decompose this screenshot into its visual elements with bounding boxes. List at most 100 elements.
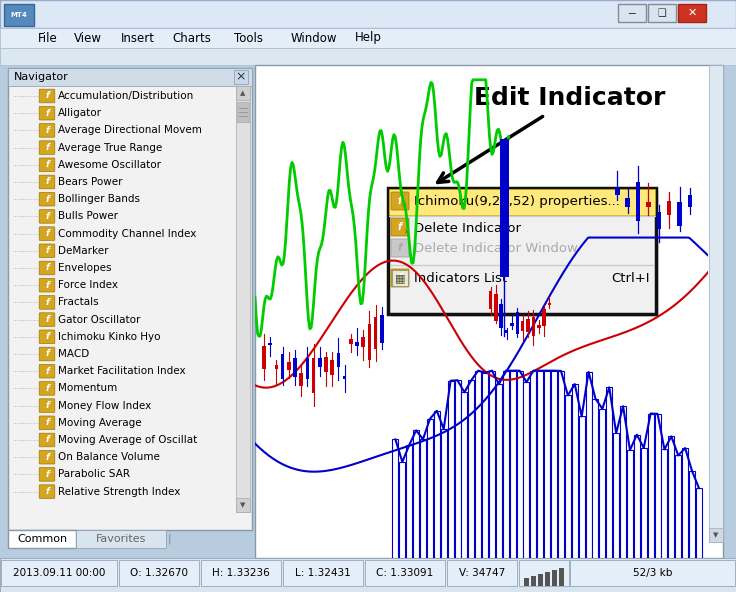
Text: f: f: [45, 178, 49, 186]
Text: MT4: MT4: [10, 12, 27, 18]
Text: Moving Average: Moving Average: [58, 418, 141, 428]
Text: f: f: [45, 160, 49, 169]
Text: ▼: ▼: [241, 502, 246, 508]
Bar: [615, 188, 620, 195]
Bar: [236, 86, 250, 100]
Text: f: f: [45, 349, 49, 359]
Text: Momentum: Momentum: [58, 384, 117, 394]
Text: 2013.09.11 00:00: 2013.09.11 00:00: [13, 568, 105, 578]
Bar: [548, 303, 551, 305]
FancyBboxPatch shape: [503, 371, 509, 558]
FancyBboxPatch shape: [39, 158, 54, 172]
Bar: [312, 358, 316, 393]
Text: f: f: [45, 401, 49, 410]
Bar: [237, 102, 249, 122]
Text: Gator Oscillator: Gator Oscillator: [58, 314, 141, 324]
Bar: [538, 574, 543, 586]
Bar: [336, 353, 340, 367]
Bar: [648, 4, 676, 22]
Text: f: f: [45, 436, 49, 445]
Text: ▼: ▼: [713, 532, 718, 538]
FancyBboxPatch shape: [39, 261, 54, 275]
Text: Delete Indicator: Delete Indicator: [414, 221, 521, 234]
Bar: [519, 560, 569, 586]
FancyBboxPatch shape: [489, 371, 495, 558]
Text: f: f: [45, 92, 49, 101]
Bar: [709, 65, 723, 542]
Text: Money Flow Index: Money Flow Index: [58, 401, 152, 411]
Text: ×: ×: [236, 70, 247, 83]
Bar: [570, 560, 735, 586]
FancyBboxPatch shape: [531, 371, 537, 558]
Text: Ctrl+I: Ctrl+I: [612, 272, 650, 285]
Text: Fractals: Fractals: [58, 297, 99, 307]
Bar: [380, 316, 383, 343]
Text: f: f: [45, 487, 49, 496]
Text: Alligator: Alligator: [58, 108, 102, 118]
Bar: [318, 358, 322, 366]
Bar: [531, 576, 536, 586]
FancyBboxPatch shape: [468, 380, 474, 558]
Text: Market Facilitation Index: Market Facilitation Index: [58, 366, 185, 376]
Bar: [374, 317, 378, 349]
FancyBboxPatch shape: [434, 411, 440, 558]
FancyBboxPatch shape: [39, 124, 54, 137]
Bar: [365, 560, 445, 586]
FancyBboxPatch shape: [400, 462, 406, 558]
FancyBboxPatch shape: [565, 395, 571, 558]
FancyBboxPatch shape: [641, 448, 647, 558]
Bar: [677, 202, 682, 226]
Bar: [531, 317, 535, 336]
Text: f: f: [45, 126, 49, 135]
FancyBboxPatch shape: [39, 107, 54, 120]
Bar: [236, 498, 250, 512]
FancyBboxPatch shape: [39, 485, 54, 498]
Text: Window: Window: [291, 31, 337, 44]
Bar: [545, 572, 550, 586]
FancyBboxPatch shape: [578, 417, 584, 558]
Text: f: f: [45, 263, 49, 272]
Bar: [657, 212, 661, 229]
FancyBboxPatch shape: [586, 372, 592, 558]
Text: ▦: ▦: [394, 273, 406, 283]
Text: 52/3 kb: 52/3 kb: [633, 568, 673, 578]
Text: Indicators List: Indicators List: [414, 272, 507, 285]
Bar: [0, 558, 736, 592]
FancyBboxPatch shape: [39, 313, 54, 326]
Bar: [293, 358, 297, 377]
Bar: [526, 318, 530, 332]
Bar: [201, 560, 281, 586]
Text: Navigator: Navigator: [14, 72, 68, 82]
Text: Edit Indicator: Edit Indicator: [474, 86, 665, 110]
Bar: [305, 358, 309, 379]
Bar: [552, 570, 557, 586]
Bar: [489, 291, 492, 309]
Bar: [275, 365, 278, 369]
Text: Ichimoku(9,26,52) properties...: Ichimoku(9,26,52) properties...: [414, 195, 620, 208]
FancyBboxPatch shape: [39, 244, 54, 258]
Text: Tools: Tools: [233, 31, 263, 44]
Bar: [8, 68, 252, 86]
FancyBboxPatch shape: [675, 455, 682, 558]
Bar: [255, 65, 723, 558]
Bar: [618, 4, 646, 22]
Bar: [287, 362, 291, 371]
FancyBboxPatch shape: [39, 295, 54, 309]
Text: Common: Common: [17, 534, 67, 544]
Bar: [283, 560, 363, 586]
FancyBboxPatch shape: [39, 399, 54, 413]
Text: f: f: [45, 229, 49, 238]
FancyBboxPatch shape: [613, 433, 619, 558]
Bar: [236, 86, 250, 512]
FancyBboxPatch shape: [39, 227, 54, 240]
Bar: [234, 70, 248, 84]
Text: f: f: [45, 109, 49, 118]
Text: Commodity Channel Index: Commodity Channel Index: [58, 229, 197, 239]
FancyBboxPatch shape: [572, 384, 578, 558]
FancyBboxPatch shape: [461, 392, 467, 558]
FancyBboxPatch shape: [392, 439, 398, 558]
Text: Insert: Insert: [121, 31, 155, 44]
FancyBboxPatch shape: [447, 381, 453, 558]
Text: ❑: ❑: [658, 8, 666, 18]
Text: ✕: ✕: [687, 8, 697, 18]
